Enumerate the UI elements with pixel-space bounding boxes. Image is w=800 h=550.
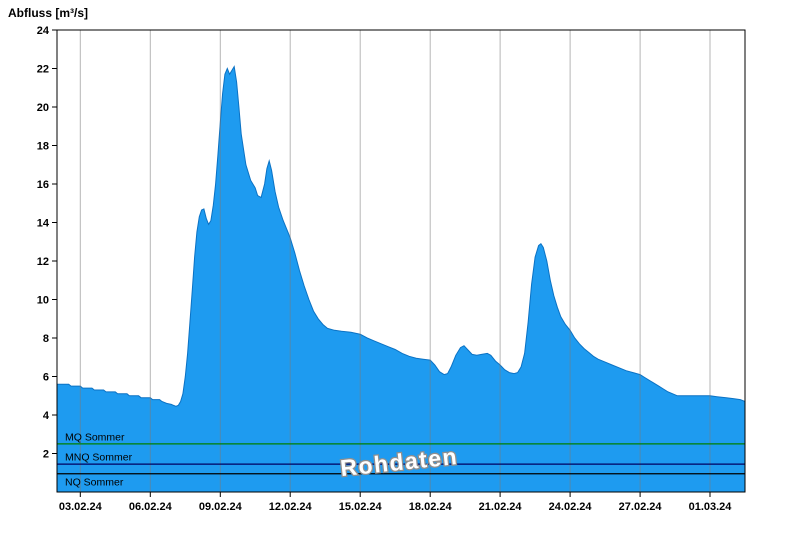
plot-border [56, 29, 746, 493]
x-tick-label: 15.02.24 [339, 501, 383, 513]
x-tick-label: 09.02.24 [199, 501, 243, 513]
y-tick-label: 4 [43, 410, 50, 422]
y-axis-title: Abfluss [m³/s] [8, 6, 89, 20]
reference-label-mq-sommer: MQ Sommer [65, 431, 125, 443]
y-tick-label: 22 [37, 64, 49, 76]
x-tick-label: 12.02.24 [269, 501, 313, 513]
y-tick-label: 24 [37, 25, 50, 37]
x-tick-label: 06.02.24 [129, 501, 173, 513]
x-tick-label: 03.02.24 [59, 501, 103, 513]
y-tick-label: 12 [37, 256, 49, 268]
discharge-area [56, 65, 746, 493]
y-tick-label: 18 [37, 141, 49, 153]
x-tick-label: 24.02.24 [549, 501, 593, 513]
x-tick-label: 21.02.24 [479, 501, 523, 513]
x-tick-label: 01.03.24 [689, 501, 733, 513]
y-tick-label: 20 [37, 102, 49, 114]
y-tick-label: 16 [37, 179, 49, 191]
reference-label-nq-sommer: NQ Sommer [65, 477, 124, 489]
y-tick-label: 14 [37, 218, 50, 230]
y-tick-label: 8 [43, 333, 49, 345]
y-tick-label: 2 [43, 449, 49, 461]
x-tick-label: 18.02.24 [409, 501, 453, 513]
reference-label-mnq-sommer: MNQ Sommer [65, 452, 133, 464]
y-tick-label: 10 [37, 295, 49, 307]
x-tick-label: 27.02.24 [619, 501, 663, 513]
y-tick-label: 6 [43, 372, 49, 384]
